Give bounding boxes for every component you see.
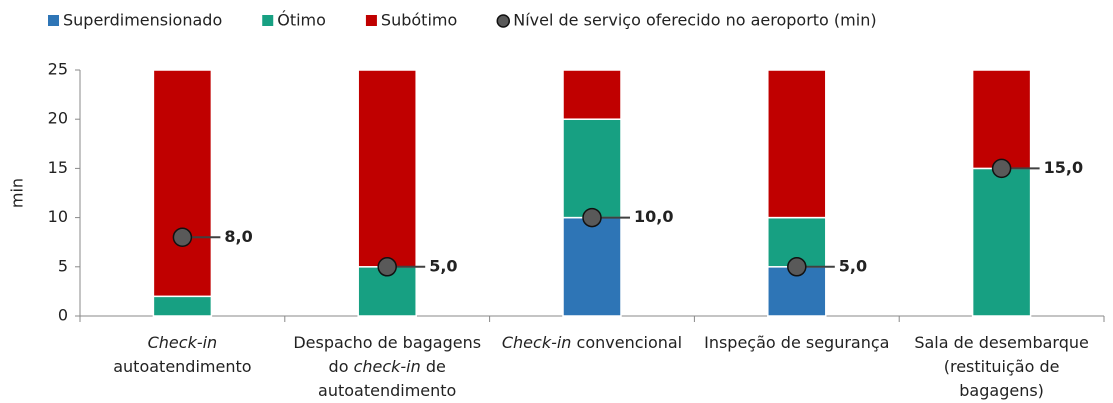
data-label: 8,0 (224, 227, 252, 246)
x-tick-label: do check-in de (329, 357, 446, 376)
y-tick-label: 5 (58, 256, 68, 275)
x-tick-label: Check-in (148, 333, 218, 352)
legend-swatch (262, 15, 274, 26)
bar-segment (767, 69, 827, 219)
x-tick-label: Check-in convencional (502, 333, 682, 352)
y-tick-label: 25 (48, 60, 68, 79)
bar-segment (357, 69, 417, 268)
data-label: 5,0 (839, 256, 867, 275)
bar-segment (562, 216, 622, 317)
legend-swatch (365, 15, 377, 26)
y-axis-label: min (8, 178, 27, 208)
bar-segment (971, 69, 1032, 170)
bar-segment (152, 295, 213, 317)
x-tick-label: Sala de desembarque (914, 333, 1089, 352)
y-tick-label: 15 (48, 158, 68, 177)
x-tick-label: Inspeção de segurança (704, 333, 889, 352)
legend-label: Superdimensionado (63, 11, 222, 30)
marker (991, 158, 1012, 179)
x-tick-label: autoatendimento (113, 357, 251, 376)
x-tick-label: (restituição de (944, 357, 1060, 376)
data-label: 10,0 (634, 207, 673, 226)
x-tick-label: Despacho de bagagens (293, 333, 481, 352)
marker (787, 257, 807, 277)
y-tick-label: 20 (48, 109, 68, 128)
legend-swatch (48, 15, 59, 26)
bar-segment (562, 118, 622, 219)
bar-segment (152, 69, 213, 298)
data-label: 15,0 (1044, 158, 1083, 177)
x-tick-label: bagagens) (959, 381, 1044, 400)
marker (582, 207, 602, 228)
legend-label: Ótimo (277, 11, 326, 30)
legend-label: Subótimo (381, 11, 457, 30)
y-tick-label: 0 (58, 306, 68, 325)
x-tick-label: autoatendimento (318, 381, 456, 400)
bar-segment (971, 167, 1032, 317)
legend-label: Nível de serviço oferecido no aeroporto … (513, 11, 876, 30)
marker (172, 227, 193, 248)
data-label: 5,0 (429, 256, 457, 275)
legend-marker (496, 14, 511, 28)
marker (377, 257, 397, 277)
y-tick-label: 10 (48, 207, 68, 226)
bar-segment (767, 266, 827, 317)
bar-segment (562, 69, 622, 120)
